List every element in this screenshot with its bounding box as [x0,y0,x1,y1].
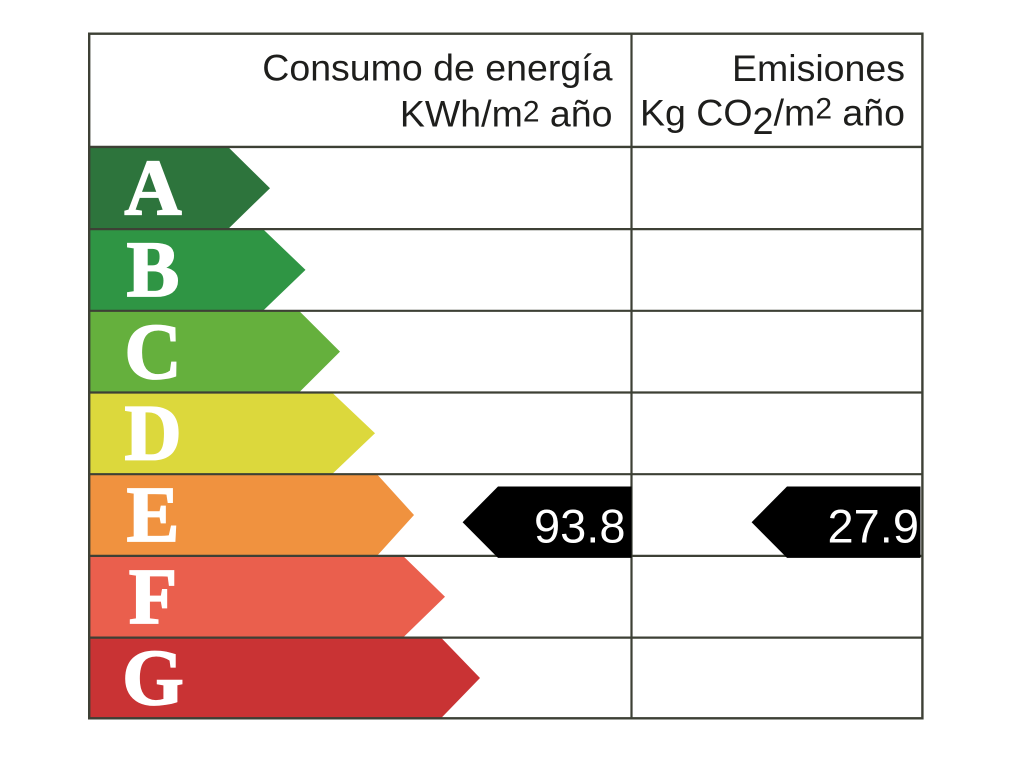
svg-text:C: C [124,309,181,396]
svg-text:G: G [122,635,183,722]
svg-text:93.8: 93.8 [534,499,625,552]
svg-text:Emisiones: Emisiones [732,47,905,89]
svg-text:27.9: 27.9 [828,499,919,552]
svg-text:KWh/m2 año: KWh/m2 año [400,92,613,134]
svg-text:D: D [124,391,181,478]
svg-text:F: F [129,554,177,641]
svg-text:E: E [127,472,180,559]
svg-text:B: B [127,227,180,314]
svg-text:A: A [124,145,181,232]
svg-text:Consumo de energía: Consumo de energía [262,46,612,88]
